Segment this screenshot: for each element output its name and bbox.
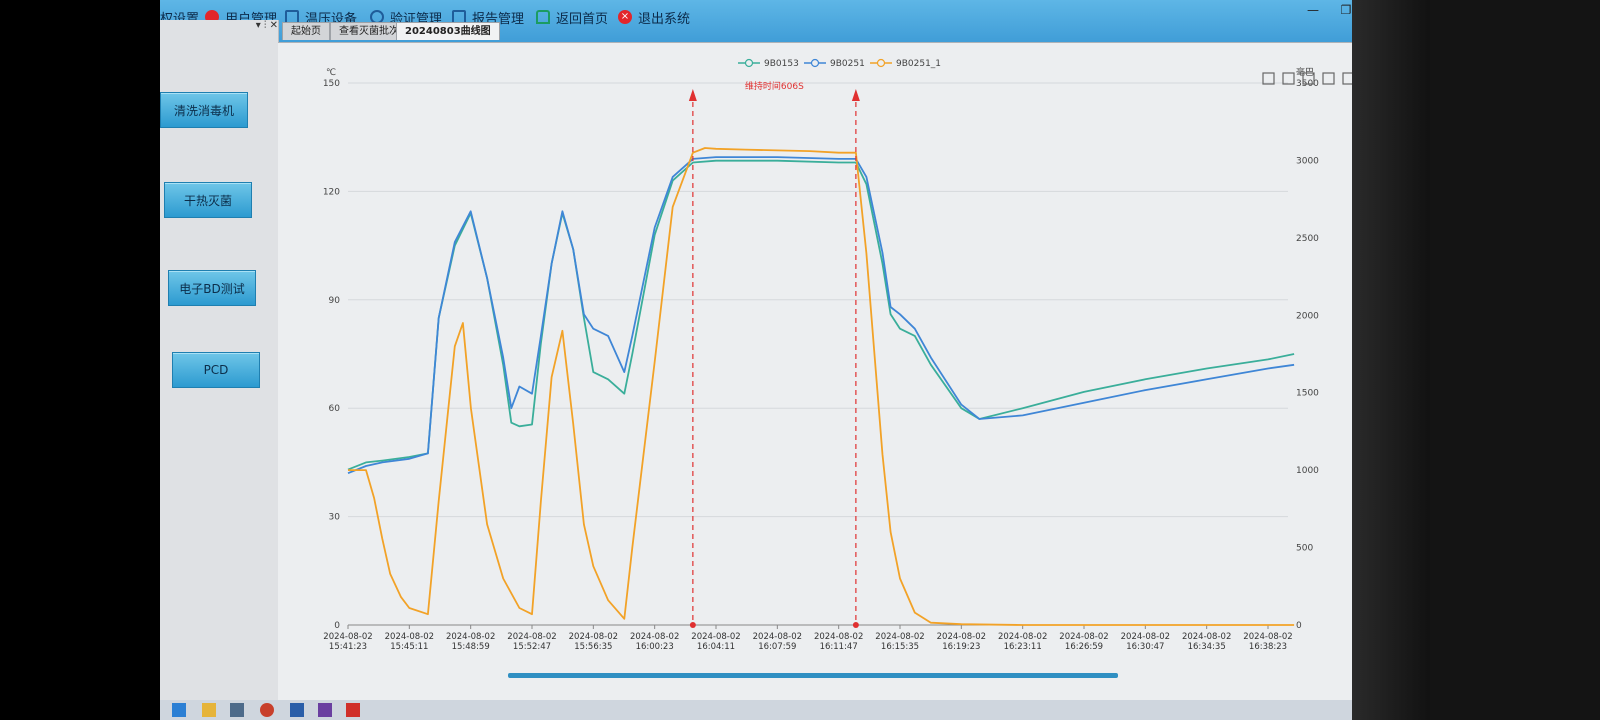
x-tick-date: 2024-08-02 [1121,632,1170,642]
browser-icon[interactable] [260,703,274,717]
x-tick-date: 2024-08-02 [753,632,802,642]
x-tick-date: 2024-08-02 [1182,632,1231,642]
y-right-unit: 毫巴 [1296,66,1314,78]
legend-marker-9B0251_1 [876,58,886,68]
x-tick-date: 2024-08-02 [569,632,618,642]
marker-arrow-start [688,89,697,101]
x-tick-time: 15:45:11 [390,642,428,652]
x-tick-date: 2024-08-02 [875,632,924,642]
x-tick-time: 15:56:35 [574,642,612,652]
horizontal-scrollbar[interactable] [508,673,1118,678]
folder-icon[interactable] [202,703,216,717]
x-tick-date: 2024-08-02 [385,632,434,642]
marker-arrow-end [851,89,860,101]
x-tick-date: 2024-08-02 [507,632,556,642]
x-tick-date: 2024-08-02 [1243,632,1292,642]
sidebar-button-washer[interactable]: 清洗消毒机 [160,92,248,128]
chart-panel: ▾ ✕ 150120906030035003000250020001500100… [278,42,1430,701]
y-left-unit: ℃ [326,68,336,78]
minimize-button[interactable]: — [1307,3,1319,17]
sidebar: ▾ ⫶ ✕ 清洗消毒机 干热灭菌 电子BD测试 PCD [160,20,279,700]
x-tick-date: 2024-08-02 [937,632,986,642]
x-tick-date: 2024-08-02 [630,632,679,642]
y-right-tick-label: 3000 [1296,156,1319,166]
sidebar-button-pcd[interactable]: PCD [172,352,260,388]
legend-label-9B0251_1: 9B0251_1 [896,59,941,69]
monitor-bezel [1352,0,1432,720]
background [1430,0,1600,720]
y-left-tick-label: 120 [323,187,340,197]
x-tick-date: 2024-08-02 [1059,632,1108,642]
menu-item-exit[interactable]: × 退出系统 [618,6,690,28]
app-window: 权设置 用户管理 温压设备 验证管理 报告管理 返回首页 ×退出系统 — ❐ ✕… [160,0,1430,720]
line-chart: 1501209060300350030002500200015001000500… [323,58,1395,678]
legend-marker-9B0153 [744,58,754,68]
tab-strip: 起始页 查看灭菌批次 20240803曲线图 [278,20,1430,42]
y-right-tick-label: 500 [1296,544,1313,554]
x-tick-time: 16:23:11 [1004,642,1042,652]
sidebar-button-bd-test[interactable]: 电子BD测试 [168,270,256,306]
x-tick-date: 2024-08-02 [814,632,863,642]
x-tick-time: 15:52:47 [513,642,551,652]
exit-icon: × [618,10,632,24]
marker-dot-end [852,622,859,628]
y-right-tick-label: 1000 [1296,466,1319,476]
x-tick-time: 16:38:23 [1249,642,1287,652]
sidebar-button-dry-heat[interactable]: 干热灭菌 [164,182,252,218]
x-tick-time: 16:30:47 [1126,642,1164,652]
x-tick-time: 16:04:11 [697,642,735,652]
window-icon[interactable] [290,703,304,717]
x-tick-time: 16:19:23 [942,642,980,652]
annotation-label: 维持时间606S [745,80,804,92]
taskbar [160,700,1430,720]
x-tick-date: 2024-08-02 [691,632,740,642]
app-icon[interactable] [230,703,244,717]
x-tick-time: 16:11:47 [820,642,858,652]
menu-item-home[interactable]: 返回首页 [536,6,608,28]
start-icon[interactable] [172,703,186,717]
y-right-tick-label: 0 [1296,621,1302,631]
x-tick-time: 16:07:59 [758,642,796,652]
legend-label-9B0251: 9B0251 [830,59,865,69]
y-left-tick-label: 30 [329,513,341,523]
crop-icon[interactable] [1262,72,1275,85]
restore-button[interactable]: ❐ [1340,3,1352,17]
crop-alt-icon[interactable] [1282,72,1295,85]
menu-item-exit-label: 退出系统 [638,11,691,27]
y-left-tick-label: 90 [329,296,341,306]
x-tick-time: 16:26:59 [1065,642,1103,652]
tab-curve[interactable]: 20240803曲线图 [396,22,500,40]
x-tick-time: 16:15:35 [881,642,919,652]
legend-marker-9B0251 [810,58,820,68]
series-line-9B0251_1 [348,147,1295,626]
x-tick-time: 15:48:59 [452,642,490,652]
x-tick-time: 15:41:23 [329,642,367,652]
series-line-9B0153 [347,159,1295,471]
series-line-9B0251 [347,156,1295,475]
y-right-tick-label: 2000 [1296,311,1319,321]
sidebar-panel-controls[interactable]: ▾ ⫶ ✕ [255,20,278,31]
x-tick-date: 2024-08-02 [998,632,1047,642]
media-icon[interactable] [318,703,332,717]
marker-dot-start [689,622,696,628]
line-chart-icon[interactable] [1322,72,1335,85]
y-right-tick-label: 2500 [1296,234,1319,244]
y-left-tick-label: 150 [323,79,340,89]
x-tick-time: 16:00:23 [636,642,674,652]
tab-start-page[interactable]: 起始页 [282,22,330,40]
y-left-tick-label: 0 [334,621,340,631]
y-right-tick-label: 1500 [1296,389,1319,399]
home-icon [536,10,550,24]
x-tick-date: 2024-08-02 [323,632,372,642]
document-icon[interactable] [1302,72,1315,85]
legend-label-9B0153: 9B0153 [764,59,799,69]
x-tick-date: 2024-08-02 [446,632,495,642]
y-left-tick-label: 60 [329,404,341,414]
x-tick-time: 16:34:35 [1188,642,1226,652]
pdf-icon[interactable] [346,703,360,717]
menu-item-home-label: 返回首页 [556,11,609,27]
